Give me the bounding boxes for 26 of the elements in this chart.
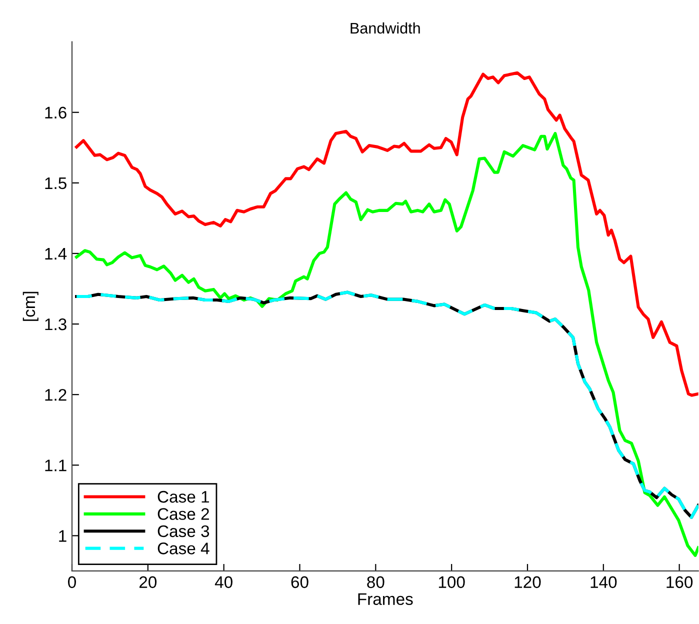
x-tick-label: 120	[514, 576, 541, 588]
line-series	[75, 132, 698, 557]
x-tick-label: 0	[68, 576, 76, 588]
x-tick-label: 40	[214, 576, 232, 588]
legend-label: Case 2	[158, 508, 209, 520]
x-tick-label: 20	[139, 576, 157, 588]
legend-label: Case 1	[158, 490, 209, 503]
y-tick-label: 1.4	[45, 248, 67, 260]
x-tick-label: 60	[291, 576, 308, 588]
y-tick-label: 1.6	[45, 106, 66, 119]
line-series	[75, 71, 698, 397]
line-series	[75, 290, 698, 519]
y-tick-label: 1	[59, 530, 66, 542]
y-tick-label: 1.2	[45, 388, 66, 401]
x-tick-label: 100	[438, 576, 465, 588]
y-tick-label: 1.1	[45, 460, 66, 472]
x-tick-label: 80	[367, 576, 384, 588]
x-tick-label: 160	[666, 576, 693, 588]
y-tick-label: 1.3	[45, 318, 66, 330]
legend-label: Case 4	[158, 542, 210, 554]
legend-label: Case 3	[158, 525, 210, 538]
chart-title: Bandwidth	[350, 22, 420, 34]
x-tick-label: 140	[590, 576, 617, 588]
x-axis-title: Frames	[358, 593, 413, 605]
y-axis-title: [cm]	[22, 292, 38, 321]
y-tick-label: 1.5	[45, 177, 66, 190]
